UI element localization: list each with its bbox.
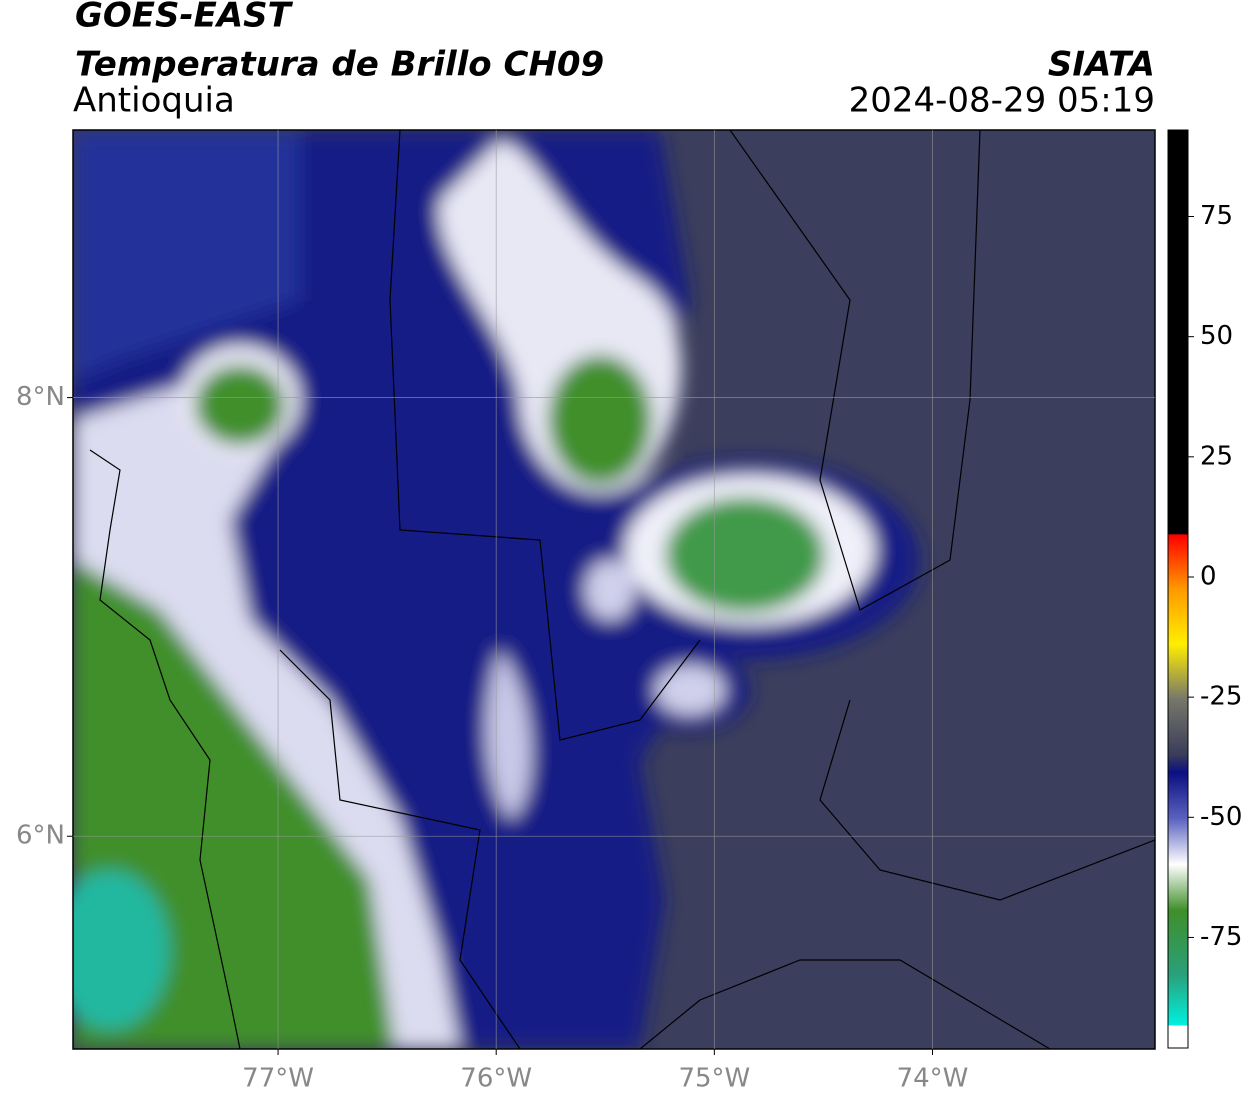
datetime: 2024-08-29 05:19 bbox=[849, 81, 1155, 121]
colorbar-label: 50 bbox=[1200, 321, 1233, 351]
x-tick-label: 77°W bbox=[242, 1064, 314, 1094]
x-tick-label: 75°W bbox=[678, 1064, 750, 1094]
colorbar-label: -75 bbox=[1200, 922, 1242, 952]
x-tick-label: 74°W bbox=[897, 1064, 969, 1094]
colorbar-label: 25 bbox=[1200, 441, 1233, 471]
satellite-image bbox=[73, 130, 1155, 1049]
map-frame bbox=[72, 129, 1156, 1050]
colorbar-label: -25 bbox=[1200, 682, 1242, 712]
subtitle: Temperatura de Brillo CH09 bbox=[75, 45, 604, 85]
colorbar-label: -50 bbox=[1200, 802, 1242, 832]
y-tick-label: 8°N bbox=[16, 382, 65, 412]
colorbar bbox=[1167, 129, 1189, 1049]
title: GOES-EAST bbox=[75, 0, 294, 36]
source: SIATA bbox=[1048, 45, 1155, 85]
x-tick-label: 76°W bbox=[460, 1064, 532, 1094]
colorbar-label: 0 bbox=[1200, 561, 1217, 591]
y-tick-label: 6°N bbox=[16, 821, 65, 851]
colorbar-label: 75 bbox=[1200, 201, 1233, 231]
region: Antioquia bbox=[73, 81, 235, 121]
